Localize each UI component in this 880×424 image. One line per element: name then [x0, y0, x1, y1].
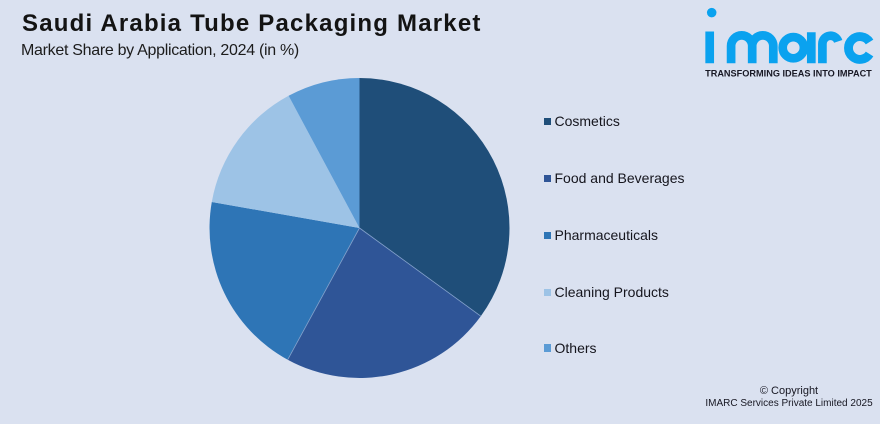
svg-text:TRANSFORMING IDEAS INTO IMPACT: TRANSFORMING IDEAS INTO IMPACT — [705, 68, 872, 79]
